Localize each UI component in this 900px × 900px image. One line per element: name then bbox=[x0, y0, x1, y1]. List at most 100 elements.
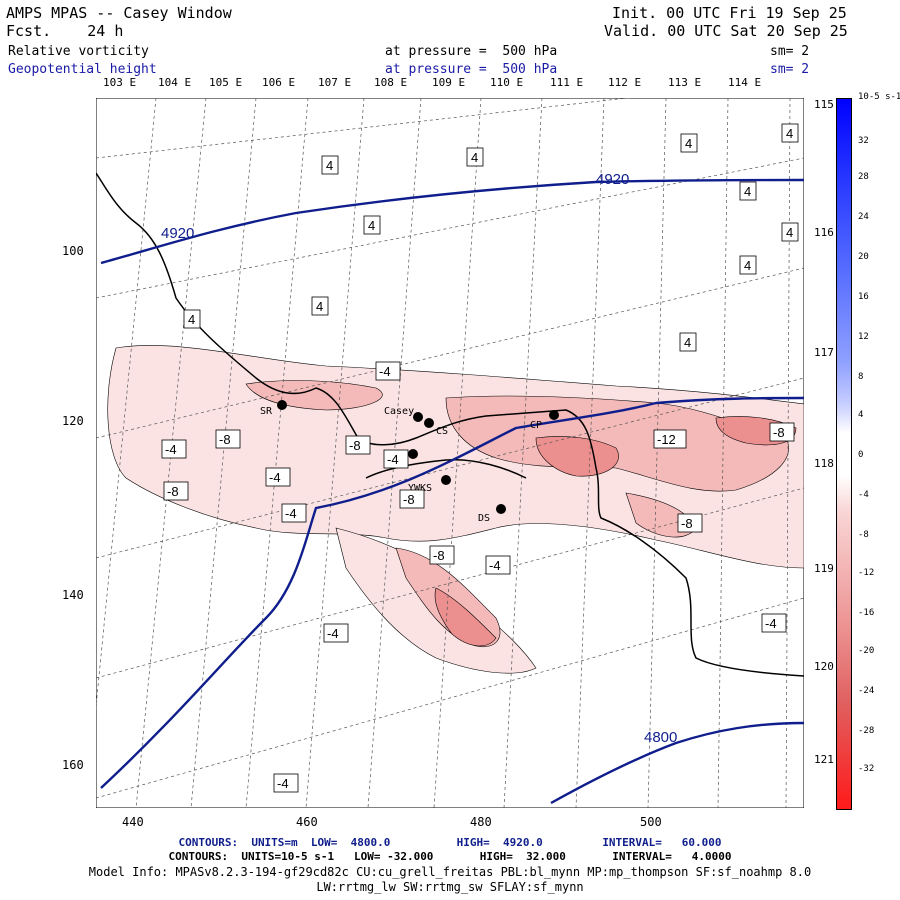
y-tick-label: 100 bbox=[62, 244, 84, 258]
lon-label: 110 E bbox=[490, 76, 524, 89]
station-label: SR bbox=[260, 406, 273, 417]
vorticity-label: -4 bbox=[165, 442, 177, 457]
vorticity-label: 4 bbox=[684, 335, 691, 350]
vorticity-label: 4 bbox=[188, 312, 195, 327]
lon-label: 104 E bbox=[158, 76, 192, 89]
colorbar-tick: -12 bbox=[858, 568, 875, 578]
level-label-1: at pressure = 500 hPa bbox=[385, 44, 558, 59]
colorbar-tick: -4 bbox=[858, 490, 869, 500]
vorticity-label: 4 bbox=[316, 299, 323, 314]
footer-height-contours: CONTOURS: UNITS=m LOW= 4800.0 HIGH= 4920… bbox=[178, 836, 722, 849]
vorticity-label: -4 bbox=[765, 616, 777, 631]
station-dot bbox=[277, 400, 287, 410]
lon-label: 103 E bbox=[103, 76, 137, 89]
lon-label: 105 E bbox=[209, 76, 243, 89]
station-markers: SR Casey CS CP LN YWKS DS bbox=[260, 400, 559, 524]
smooth-label-1: sm= 2 bbox=[770, 44, 810, 59]
lon-label: 106 E bbox=[262, 76, 296, 89]
vorticity-label: -4 bbox=[387, 452, 399, 467]
footer-model-info: Model Info: MPASv8.2.3-194-gf29cd82c CU:… bbox=[88, 865, 812, 879]
vorticity-label: 4 bbox=[744, 184, 751, 199]
station-dot bbox=[424, 418, 434, 428]
level-label-2: at pressure = 500 hPa bbox=[385, 62, 558, 77]
vorticity-label: -4 bbox=[269, 470, 281, 485]
vorticity-labels: 4 4 4 4 4 4 4 4 4 4 4 4 -4 -8 -4 -8 -8 -… bbox=[161, 123, 799, 793]
colorbar-tick: -16 bbox=[858, 608, 875, 618]
vorticity-label: 4 bbox=[685, 136, 692, 151]
lon-label: 109 E bbox=[432, 76, 466, 89]
x-tick-label: 460 bbox=[296, 815, 318, 829]
colorbar-tick: 4 bbox=[858, 410, 864, 420]
station-label: YWKS bbox=[408, 483, 432, 494]
colorbar-tick: -24 bbox=[858, 686, 875, 696]
coastline bbox=[96, 172, 804, 677]
colorbar-tick: 24 bbox=[858, 212, 869, 222]
smooth-label-2: sm= 2 bbox=[770, 62, 810, 77]
lon-label: 108 E bbox=[374, 76, 408, 89]
forecast-hour: Fcst. 24 h bbox=[6, 22, 124, 40]
footer-vorticity-contours: CONTOURS: UNITS=10-5 s-1 LOW= -32.000 HI… bbox=[168, 850, 732, 863]
vorticity-label: -12 bbox=[657, 432, 676, 447]
vorticity-label: -8 bbox=[219, 432, 231, 447]
footer-physics: LW:rrtmg_lw SW:rrtmg_sw SFLAY:sf_mynn bbox=[316, 880, 584, 894]
y-tick-label: 120 bbox=[62, 414, 84, 428]
station-dot bbox=[413, 412, 423, 422]
x-tick-label: 480 bbox=[470, 815, 492, 829]
vorticity-label: 4 bbox=[786, 225, 793, 240]
vorticity-label: 4 bbox=[744, 258, 751, 273]
y-tick-label: 160 bbox=[62, 758, 84, 772]
field-label-height: Geopotential height bbox=[8, 62, 157, 77]
station-label: Casey bbox=[384, 406, 414, 417]
station-dot bbox=[549, 410, 559, 420]
init-time: Init. 00 UTC Fri 19 Sep 25 bbox=[612, 4, 847, 22]
vorticity-label: -8 bbox=[403, 492, 415, 507]
vorticity-label: -4 bbox=[285, 506, 297, 521]
colorbar-tick: 32 bbox=[858, 136, 869, 146]
map-plot: 4920 4920 4800 SR Casey CS CP LN YWKS DS… bbox=[96, 98, 804, 808]
colorbar-tick: 12 bbox=[858, 332, 869, 342]
vorticity-label: 4 bbox=[786, 126, 793, 141]
colorbar-tick: 20 bbox=[858, 252, 869, 262]
vorticity-label: 4 bbox=[326, 158, 333, 173]
vorticity-label: -4 bbox=[277, 776, 289, 791]
lon-label: 111 E bbox=[550, 76, 584, 89]
station-label: CS bbox=[436, 426, 448, 437]
vorticity-label: 4 bbox=[368, 218, 375, 233]
colorbar-tick: -32 bbox=[858, 764, 875, 774]
colorbar-tick: 0 bbox=[858, 450, 864, 460]
map-title: AMPS MPAS -- Casey Window bbox=[6, 4, 232, 22]
vorticity-label: -8 bbox=[433, 548, 445, 563]
height-label: 4920 bbox=[596, 171, 629, 188]
height-label: 4920 bbox=[161, 225, 194, 242]
vorticity-label: -8 bbox=[773, 425, 785, 440]
colorbar-tick: 8 bbox=[858, 372, 864, 382]
station-label: DS bbox=[478, 513, 490, 524]
valid-time: Valid. 00 UTC Sat 20 Sep 25 bbox=[604, 22, 848, 40]
station-label: CP bbox=[530, 420, 542, 431]
field-label-vorticity: Relative vorticity bbox=[8, 44, 149, 59]
colorbar-tick: -8 bbox=[858, 530, 869, 540]
station-dot bbox=[441, 475, 451, 485]
colorbar-tick: 16 bbox=[858, 292, 869, 302]
vorticity-label: -8 bbox=[681, 516, 693, 531]
vorticity-label: -8 bbox=[349, 438, 361, 453]
lon-label: 114 E bbox=[728, 76, 762, 89]
station-dot bbox=[408, 449, 418, 459]
x-tick-label: 440 bbox=[122, 815, 144, 829]
vorticity-label: -4 bbox=[379, 364, 391, 379]
vorticity-label: -4 bbox=[327, 626, 339, 641]
colorbar bbox=[836, 98, 852, 810]
station-dot bbox=[496, 504, 506, 514]
colorbar-tick: 28 bbox=[858, 172, 869, 182]
colorbar-tick: -20 bbox=[858, 646, 875, 656]
lon-label: 113 E bbox=[668, 76, 702, 89]
lat-lon-grid bbox=[96, 98, 804, 808]
vorticity-label: -4 bbox=[489, 558, 501, 573]
colorbar-unit: 10-5 s-1 bbox=[858, 92, 900, 102]
height-contours bbox=[100, 178, 804, 805]
lon-label: 112 E bbox=[608, 76, 642, 89]
x-tick-label: 500 bbox=[640, 815, 662, 829]
colorbar-tick: -28 bbox=[858, 726, 875, 736]
height-label: 4800 bbox=[644, 729, 677, 746]
vorticity-label: -8 bbox=[167, 484, 179, 499]
